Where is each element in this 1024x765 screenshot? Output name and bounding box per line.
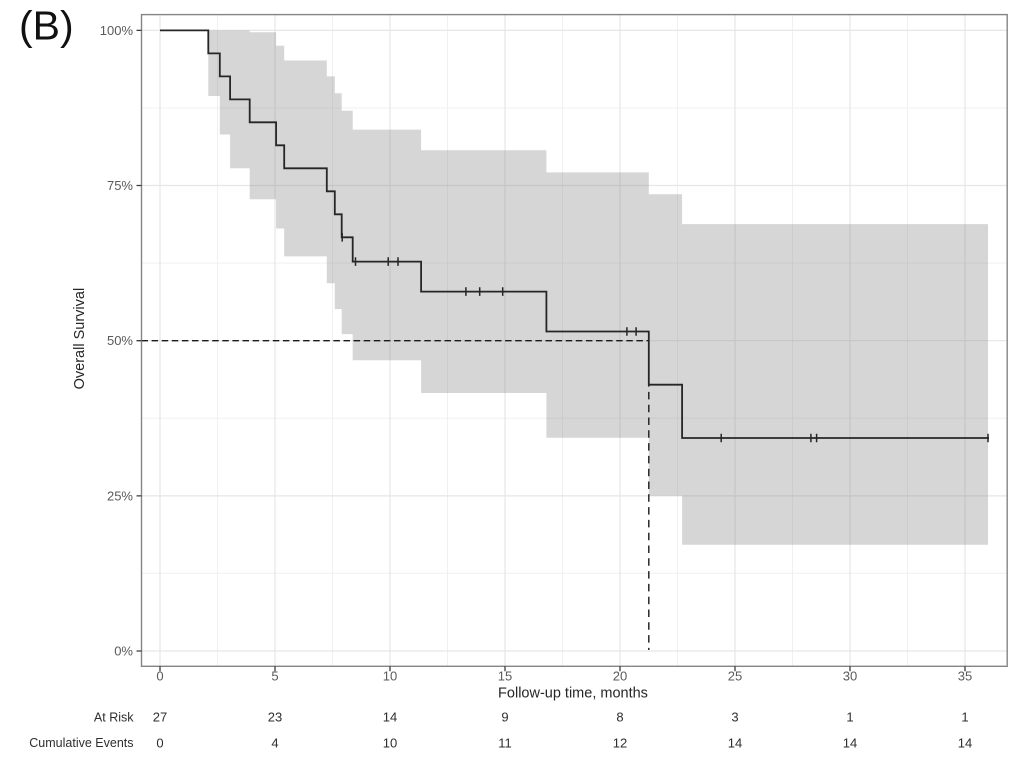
svg-text:75%: 75% (107, 178, 133, 193)
svg-text:At Risk: At Risk (94, 711, 134, 725)
svg-text:14: 14 (728, 736, 742, 751)
svg-text:14: 14 (843, 736, 857, 751)
svg-text:0: 0 (156, 669, 163, 684)
svg-text:14: 14 (383, 710, 397, 725)
svg-text:23: 23 (268, 710, 282, 725)
svg-text:4: 4 (271, 736, 278, 751)
svg-text:15: 15 (498, 669, 512, 684)
svg-text:100%: 100% (100, 23, 134, 38)
svg-text:Cumulative Events: Cumulative Events (29, 736, 133, 750)
svg-text:1: 1 (961, 710, 968, 725)
svg-text:9: 9 (501, 710, 508, 725)
svg-text:27: 27 (153, 710, 167, 725)
svg-text:14: 14 (958, 736, 972, 751)
svg-text:5: 5 (271, 669, 278, 684)
svg-text:10: 10 (383, 736, 397, 751)
svg-text:12: 12 (613, 736, 627, 751)
svg-text:Follow-up time, months: Follow-up time, months (498, 686, 648, 702)
svg-text:25%: 25% (107, 488, 133, 503)
svg-text:8: 8 (616, 710, 623, 725)
svg-text:3: 3 (731, 710, 738, 725)
svg-text:20: 20 (613, 669, 627, 684)
svg-text:10: 10 (383, 669, 397, 684)
svg-text:30: 30 (843, 669, 857, 684)
svg-text:(B): (B) (19, 3, 74, 49)
svg-text:25: 25 (728, 669, 742, 684)
svg-text:35: 35 (958, 669, 972, 684)
svg-text:1: 1 (846, 710, 853, 725)
svg-text:11: 11 (498, 736, 512, 751)
svg-text:Overall Survival: Overall Survival (72, 288, 88, 390)
svg-text:50%: 50% (107, 333, 133, 348)
svg-text:0%: 0% (114, 644, 133, 659)
svg-text:0: 0 (156, 736, 163, 751)
